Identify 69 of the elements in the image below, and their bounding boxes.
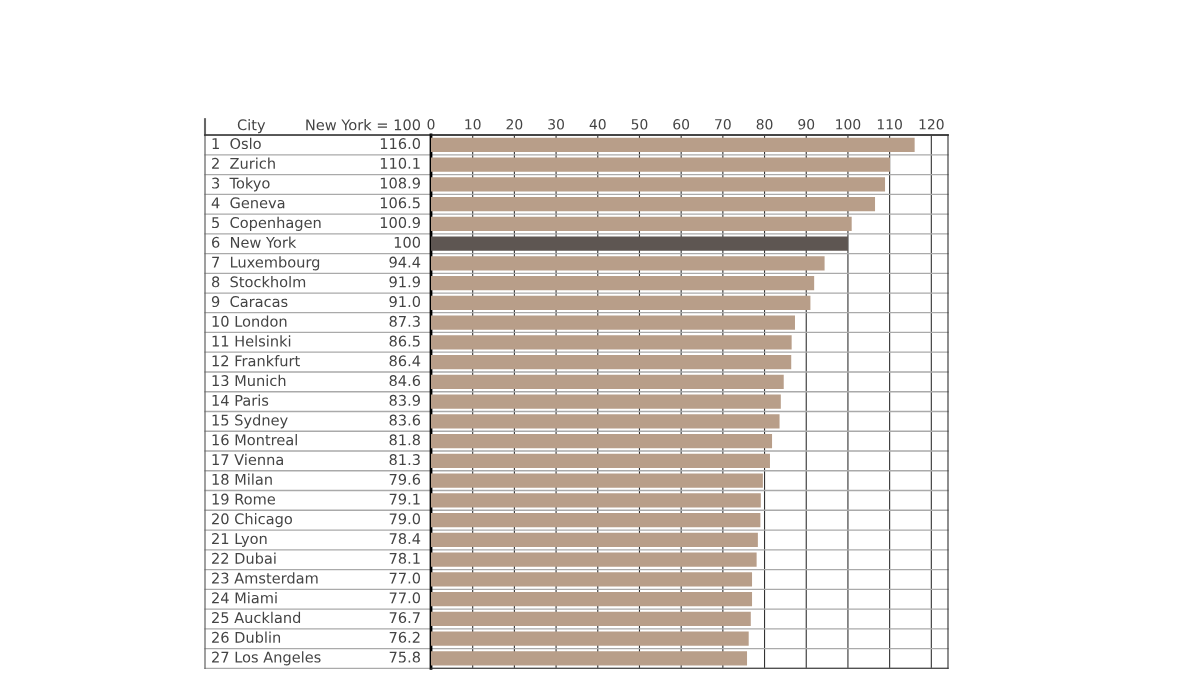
data-label: 116.0 (380, 138, 421, 150)
y-tick-label: 18 Milan (212, 473, 272, 485)
y-tick-label: 11 Helsinki (212, 335, 291, 347)
data-label: 110.1 (380, 157, 420, 169)
data-label: 106.5 (380, 197, 420, 209)
y-tick-label: 2 Zurich (212, 157, 275, 169)
data-label: 78.1 (389, 552, 420, 564)
y-tick-label: 21 Lyon (212, 533, 267, 547)
x-tick-label: 110 (877, 119, 902, 130)
y-tick-label: 17 Vienna (212, 453, 283, 466)
y-tick-label: 23 Amsterdam (212, 572, 318, 584)
data-label: 75.8 (389, 651, 420, 663)
y-tick-label: 9 Caracas (211, 296, 288, 308)
y-tick-label: 26 Dublin (212, 631, 281, 643)
x-tick-label: 10 (465, 119, 481, 130)
data-label: 84.6 (389, 375, 421, 387)
y-tick-label: 13 Munich (212, 374, 286, 387)
x-tick-label: 80 (756, 119, 773, 130)
data-label: 78.4 (389, 533, 421, 545)
y-tick-label: 6 New York (212, 236, 297, 248)
y-tick-label: 12 Frankfurt (212, 355, 300, 367)
x-tick-label: 0 (427, 119, 435, 130)
data-label: 91.9 (389, 276, 420, 288)
data-label: 79.6 (389, 473, 421, 485)
y-tick-label: 20 Chicago (212, 513, 293, 528)
x-tick-label: 120 (919, 119, 944, 130)
data-label: 86.5 (389, 335, 420, 347)
y-tick-label: 3 Tokyo (212, 177, 270, 192)
data-label: 91.0 (389, 296, 421, 308)
y-tick-label: 5 Copenhagen (212, 216, 321, 231)
text: City (237, 119, 266, 134)
x-tick-label: 30 (548, 119, 564, 130)
data-label: 77.0 (389, 572, 421, 584)
text: New York = 100 (306, 119, 421, 131)
y-tick-label: 7 Luxembourg (212, 256, 320, 271)
data-label: 86.4 (389, 355, 421, 367)
x-tick-label: 40 (589, 119, 606, 130)
data-label: 81.8 (389, 434, 420, 446)
data-label: 94.4 (389, 256, 421, 268)
y-tick-label: 16 Montreal (212, 434, 297, 446)
y-tick-label: 10 London (212, 315, 287, 327)
x-tick-label: 60 (673, 119, 690, 130)
y-tick-label: 1 Oslo (212, 137, 261, 150)
y-tick-label: 14 Paris (212, 394, 269, 406)
data-label: 108.9 (380, 177, 420, 189)
x-tick-label: 50 (631, 119, 648, 130)
data-label: 100.9 (380, 217, 420, 229)
x-tick-label: 20 (506, 119, 523, 130)
data-label: 79.0 (389, 513, 421, 525)
y-tick-label: 4 Geneva (211, 197, 285, 209)
y-tick-label: 25 Auckland (212, 611, 301, 624)
data-label: 83.6 (389, 414, 421, 426)
y-tick-label: 24 Miami (212, 592, 277, 604)
y-tick-label: 15 Sydney (212, 414, 288, 429)
x-tick-label: 90 (798, 119, 815, 130)
data-label: 79.1 (389, 493, 420, 505)
data-label: 87.3 (389, 315, 420, 327)
data-label: 76.7 (389, 612, 420, 624)
data-label: 77.0 (389, 592, 421, 604)
data-label: 100 (394, 236, 421, 248)
x-tick-label: 70 (715, 119, 731, 130)
data-label: 83.9 (389, 394, 420, 406)
y-tick-label: 19 Rome (212, 493, 275, 505)
data-label: 81.3 (389, 454, 420, 466)
x-tick-label: 100 (836, 119, 861, 130)
y-tick-label: 27 Los Angeles (212, 651, 321, 666)
y-tick-label: 22 Dubai (212, 552, 276, 564)
y-tick-label: 8 Stockholm (211, 276, 306, 288)
data-label: 76.2 (389, 631, 420, 643)
